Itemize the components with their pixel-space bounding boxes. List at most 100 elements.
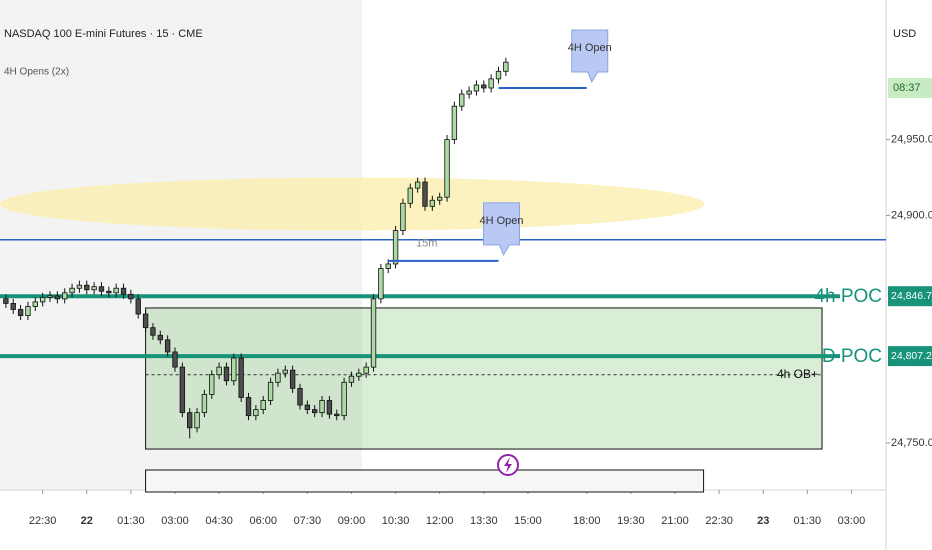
- candle-body: [32, 301, 38, 307]
- candle-body: [25, 306, 31, 316]
- candle-body: [84, 284, 90, 291]
- countdown-badge: [888, 78, 932, 98]
- candle-body: [495, 70, 502, 80]
- candle-body: [414, 181, 421, 189]
- candle-body: [91, 286, 97, 291]
- x-tick-label: 22: [81, 515, 93, 527]
- price-badge-label: 24,807.25: [891, 350, 932, 362]
- x-tick-label: 01:30: [794, 515, 822, 527]
- y-tick-label: 24,750.00: [891, 437, 932, 449]
- chart-title: NASDAQ 100 E-mini Futures · 15 · CME: [4, 28, 203, 40]
- candle-body: [385, 263, 391, 269]
- callout-label: 4H Open: [568, 42, 612, 54]
- candle-body: [76, 284, 83, 289]
- candle-body: [135, 298, 141, 315]
- candle-body: [334, 413, 340, 417]
- candle-body: [54, 295, 61, 300]
- candle-body: [3, 298, 9, 304]
- callout: [483, 202, 521, 257]
- candle-body: [473, 84, 480, 92]
- y-tick-label: 24,900.00: [891, 209, 932, 221]
- candle-body: [312, 409, 318, 414]
- candle-body: [260, 400, 266, 410]
- candle-body: [216, 366, 222, 376]
- liquidity-zone: [0, 177, 705, 231]
- candle-body: [194, 412, 200, 429]
- candle-body: [444, 139, 450, 198]
- candle-body: [282, 369, 288, 374]
- candle-body: [238, 357, 244, 398]
- order-block: [145, 307, 823, 450]
- x-tick-label: 21:00: [661, 515, 689, 527]
- x-tick-label: 22:30: [705, 515, 733, 527]
- candle-body: [98, 286, 105, 292]
- poc-name: D POC: [822, 346, 882, 367]
- lower-box: [145, 469, 705, 493]
- candle-body: [201, 394, 208, 414]
- x-tick-label: 15:00: [514, 515, 542, 527]
- x-tick-label: 01:30: [117, 515, 145, 527]
- x-tick-label: 06:00: [249, 515, 277, 527]
- x-tick-label: 23: [757, 515, 769, 527]
- candle-body: [253, 409, 259, 417]
- indicator-name: 4H Opens (2x): [4, 67, 69, 78]
- x-tick-label: 03:00: [161, 515, 189, 527]
- candle-body: [10, 303, 16, 310]
- candle-body: [459, 93, 465, 107]
- x-tick-label: 03:00: [838, 515, 866, 527]
- callout: [571, 29, 609, 84]
- candle-body: [348, 375, 355, 383]
- candle-body: [407, 187, 413, 204]
- candle-body: [187, 412, 193, 429]
- price-badge: [888, 346, 932, 367]
- candle-body: [142, 313, 149, 329]
- candle-body: [451, 105, 458, 140]
- candle-body: [245, 397, 252, 417]
- candle-body: [120, 287, 127, 295]
- x-tick-label: 04:30: [205, 515, 233, 527]
- candle-body: [503, 61, 509, 72]
- candle-body: [319, 400, 325, 414]
- candle-body: [17, 309, 24, 316]
- price-badge-label: 24,846.75: [891, 290, 932, 302]
- poc-name: 4h POC: [814, 286, 882, 307]
- candle-body: [363, 366, 369, 374]
- x-tick-label: 19:30: [617, 515, 645, 527]
- candle-body: [488, 78, 494, 89]
- candle-body: [422, 181, 428, 207]
- candle-body: [128, 293, 134, 300]
- candle-body: [392, 230, 399, 265]
- candle-body: [39, 296, 46, 303]
- candle-body: [437, 196, 443, 201]
- candle-body: [400, 202, 406, 231]
- candle-body: [223, 366, 230, 382]
- x-tick-label: 13:30: [470, 515, 498, 527]
- candle-body: [231, 357, 237, 382]
- callout-label: 4H Open: [479, 215, 523, 227]
- candle-body: [356, 372, 362, 377]
- candle-body: [267, 381, 274, 401]
- x-tick-label: 07:30: [294, 515, 322, 527]
- x-tick-label: 12:00: [426, 515, 454, 527]
- candle-body: [62, 292, 68, 300]
- price-badge: [888, 286, 932, 307]
- x-tick-label: 22:30: [29, 515, 57, 527]
- candle-body: [172, 351, 178, 368]
- candle-body: [150, 327, 156, 336]
- currency: USD: [893, 28, 916, 40]
- candle-body: [370, 298, 377, 368]
- candle-body: [106, 290, 112, 294]
- candle-body: [304, 404, 311, 410]
- candle-body: [179, 366, 186, 414]
- candle-body: [481, 84, 487, 89]
- candle-body: [47, 295, 53, 298]
- candle-body: [289, 369, 296, 389]
- event-bolt: [504, 457, 512, 473]
- order-block-label: 4h OB+: [777, 367, 818, 381]
- candle-body: [209, 374, 215, 395]
- x-tick-label: 09:00: [338, 515, 366, 527]
- candle-body: [275, 372, 281, 383]
- candle-body: [113, 287, 119, 294]
